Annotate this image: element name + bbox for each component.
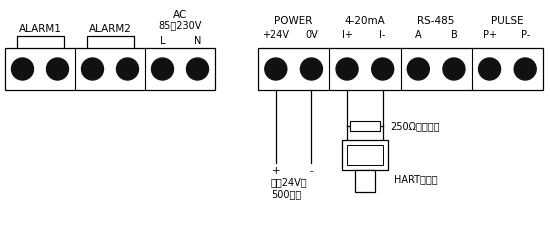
Text: +24V: +24V [262, 30, 289, 40]
Circle shape [408, 58, 430, 80]
Text: L: L [160, 36, 165, 46]
Text: ALARM1: ALARM1 [19, 24, 62, 34]
Text: POWER: POWER [274, 16, 313, 26]
Text: ALARM2: ALARM2 [89, 24, 131, 34]
Text: 85～230V: 85～230V [158, 20, 202, 30]
Circle shape [336, 58, 358, 80]
Text: -: - [310, 166, 314, 176]
Text: HART手操器: HART手操器 [394, 174, 437, 184]
Text: I+: I+ [342, 30, 353, 40]
Text: N: N [194, 36, 201, 46]
Text: P-: P- [520, 30, 530, 40]
Text: 直八24V，: 直八24V， [271, 177, 307, 187]
Circle shape [514, 58, 536, 80]
Circle shape [265, 58, 287, 80]
Text: +: + [272, 166, 280, 176]
Circle shape [372, 58, 394, 80]
Circle shape [47, 58, 69, 80]
Circle shape [186, 58, 208, 80]
Bar [5, 48, 215, 90]
Text: I-: I- [379, 30, 386, 40]
Circle shape [300, 58, 322, 80]
Circle shape [12, 58, 34, 80]
Text: 250Ω采样电阶: 250Ω采样电阶 [390, 121, 440, 131]
Text: B: B [450, 30, 457, 40]
Text: 0V: 0V [305, 30, 318, 40]
Bar [350, 121, 380, 131]
Text: PULSE: PULSE [491, 16, 524, 26]
Circle shape [478, 58, 500, 80]
Text: AC: AC [173, 10, 187, 20]
Text: 500毫安: 500毫安 [271, 189, 301, 199]
Bar [355, 170, 375, 192]
Bar [342, 140, 388, 170]
Circle shape [151, 58, 173, 80]
Text: 4-20mA: 4-20mA [344, 16, 385, 26]
Text: RS-485: RS-485 [417, 16, 455, 26]
Bar [258, 48, 543, 90]
Text: A: A [415, 30, 422, 40]
Bar [347, 145, 383, 165]
Circle shape [443, 58, 465, 80]
Circle shape [117, 58, 139, 80]
Text: P+: P+ [482, 30, 497, 40]
Circle shape [81, 58, 103, 80]
